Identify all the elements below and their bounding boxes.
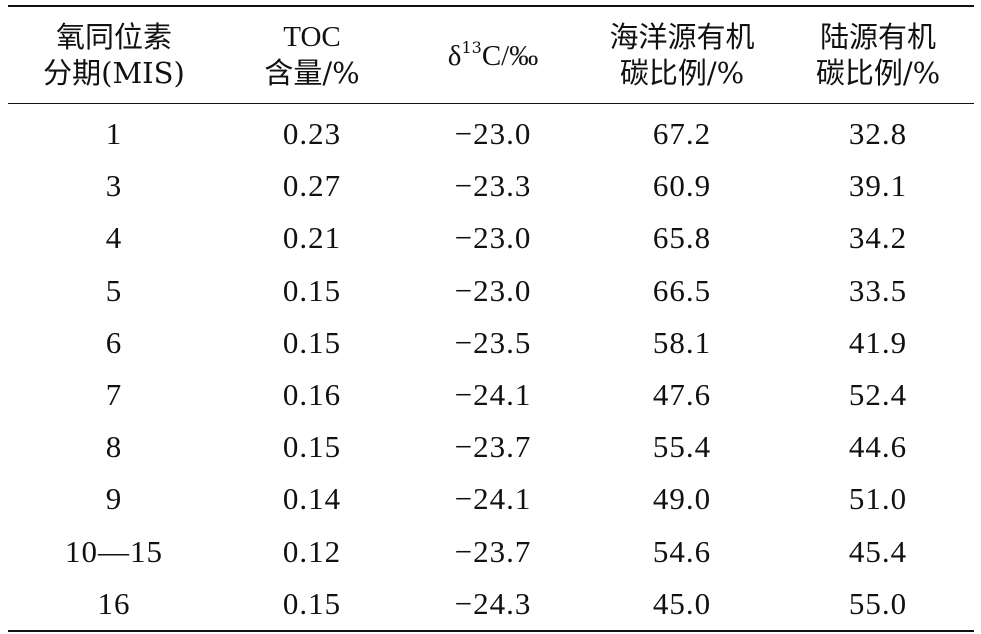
cell-marine: 65.8: [652, 220, 712, 256]
header-marine-carbon: 海洋源有机 碳比例/%: [582, 6, 782, 104]
header-delta-rest: C/‰: [481, 39, 539, 72]
header-mis-stage: 氧同位素 分期(MIS): [8, 6, 220, 104]
cell-marine: 67.2: [652, 116, 712, 152]
cell-delta13c: −24.1: [454, 377, 532, 413]
cell-toc: 0.21: [282, 220, 342, 256]
table-header: 氧同位素 分期(MIS) TOC 含量/% δ13C/‰ 海洋源有机 碳比例/%…: [8, 6, 974, 104]
cell-terrestrial: 32.8: [848, 116, 908, 152]
table-row: 4 0.21 −23.0 65.8 34.2: [8, 212, 974, 264]
cell-mis: 7: [105, 377, 123, 413]
cell-mis: 10—15: [65, 533, 163, 569]
header-delta13c: δ13C/‰: [404, 6, 582, 104]
header-delta13c-text: δ13C/‰: [404, 37, 582, 74]
header-terrestrial-line2: 碳比例/%: [815, 56, 941, 90]
table-row: 7 0.16 −24.1 47.6 52.4: [8, 369, 974, 421]
header-toc: TOC 含量/%: [220, 6, 404, 104]
cell-terrestrial: 45.4: [848, 533, 908, 569]
cell-terrestrial: 41.9: [848, 324, 908, 360]
header-delta-symbol: δ: [447, 39, 462, 72]
cell-marine: 66.5: [652, 272, 712, 308]
cell-mis: 5: [105, 272, 123, 308]
cell-mis: 4: [105, 220, 123, 256]
cell-terrestrial: 55.0: [848, 585, 908, 621]
header-terrestrial-carbon: 陆源有机 碳比例/%: [782, 6, 974, 104]
cell-mis: 3: [105, 168, 123, 204]
cell-terrestrial: 51.0: [848, 481, 908, 517]
mis-toc-carbon-table: 氧同位素 分期(MIS) TOC 含量/% δ13C/‰ 海洋源有机 碳比例/%…: [8, 5, 974, 632]
cell-marine: 58.1: [652, 324, 712, 360]
header-terrestrial-line1: 陆源有机: [819, 20, 936, 54]
header-mis-line1: 氧同位素: [55, 20, 172, 54]
cell-marine: 55.4: [652, 429, 712, 465]
cell-terrestrial: 39.1: [848, 168, 908, 204]
cell-delta13c: −24.1: [454, 481, 532, 517]
cell-marine: 47.6: [652, 377, 712, 413]
header-row: 氧同位素 分期(MIS) TOC 含量/% δ13C/‰ 海洋源有机 碳比例/%…: [8, 6, 974, 104]
header-mis-line2: 分期(MIS): [43, 56, 185, 90]
cell-mis: 8: [105, 429, 123, 465]
cell-toc: 0.15: [282, 585, 342, 621]
header-toc-line2: 含量/%: [264, 56, 360, 90]
cell-terrestrial: 44.6: [848, 429, 908, 465]
header-delta-superscript: 13: [461, 37, 482, 57]
cell-delta13c: −23.0: [454, 272, 532, 308]
cell-terrestrial: 34.2: [848, 220, 908, 256]
cell-toc: 0.14: [282, 481, 342, 517]
table-row: 6 0.15 −23.5 58.1 41.9: [8, 317, 974, 369]
table-row: 16 0.15 −24.3 45.0 55.0: [8, 578, 974, 631]
cell-delta13c: −23.7: [454, 429, 532, 465]
table-row: 5 0.15 −23.0 66.5 33.5: [8, 265, 974, 317]
cell-mis: 1: [105, 116, 123, 152]
cell-delta13c: −23.7: [454, 533, 532, 569]
cell-marine: 60.9: [652, 168, 712, 204]
cell-toc: 0.27: [282, 168, 342, 204]
cell-toc: 0.15: [282, 272, 342, 308]
table-row: 3 0.27 −23.3 60.9 39.1: [8, 160, 974, 212]
cell-terrestrial: 52.4: [848, 377, 908, 413]
cell-mis: 16: [97, 585, 131, 621]
cell-terrestrial: 33.5: [848, 272, 908, 308]
cell-delta13c: −23.5: [454, 324, 532, 360]
cell-toc: 0.16: [282, 377, 342, 413]
table-body: 1 0.23 −23.0 67.2 32.8 3 0.27 −23.3 60.9…: [8, 104, 974, 631]
header-marine-line1: 海洋源有机: [609, 20, 755, 54]
table-row: 9 0.14 −24.1 49.0 51.0: [8, 473, 974, 525]
cell-toc: 0.15: [282, 324, 342, 360]
cell-delta13c: −23.0: [454, 220, 532, 256]
cell-marine: 54.6: [652, 533, 712, 569]
cell-mis: 9: [105, 481, 123, 517]
cell-delta13c: −24.3: [454, 585, 532, 621]
cell-toc: 0.12: [282, 533, 342, 569]
table-row: 1 0.23 −23.0 67.2 32.8: [8, 104, 974, 161]
table-row: 10—15 0.12 −23.7 54.6 45.4: [8, 526, 974, 578]
cell-delta13c: −23.3: [454, 168, 532, 204]
cell-marine: 45.0: [652, 585, 712, 621]
cell-delta13c: −23.0: [454, 116, 532, 152]
cell-marine: 49.0: [652, 481, 712, 517]
table-row: 8 0.15 −23.7 55.4 44.6: [8, 421, 974, 473]
cell-toc: 0.15: [282, 429, 342, 465]
header-toc-line1: TOC: [283, 21, 341, 53]
cell-mis: 6: [105, 324, 123, 360]
header-marine-line2: 碳比例/%: [619, 56, 745, 90]
cell-toc: 0.23: [282, 116, 342, 152]
